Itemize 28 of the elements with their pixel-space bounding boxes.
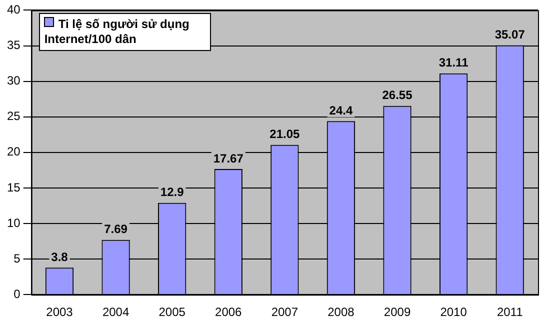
y-tick-label: 20 [6, 144, 21, 159]
x-tick-label: 2004 [102, 305, 130, 320]
x-tick-label: 2005 [158, 305, 186, 320]
data-label: 12.9 [160, 185, 184, 200]
data-label: 7.69 [104, 222, 128, 236]
y-tick-label: 10 [6, 216, 21, 230]
x-tick-label: 2008 [328, 305, 355, 320]
y-tick-label: 40 [6, 2, 21, 17]
data-label: 17.67 [213, 151, 244, 166]
x-tick-label: 2011 [496, 305, 524, 320]
data-label: 35.07 [494, 28, 526, 42]
x-tick-label: 2010 [440, 305, 468, 320]
data-label: 21.05 [270, 127, 300, 142]
y-tick-label: 25 [6, 109, 21, 124]
legend-label: Ti lệ số người sử dụng Internet/100 dân [44, 17, 190, 48]
y-tick-label: 0 [14, 286, 21, 301]
x-tick-label: 2006 [215, 305, 242, 320]
data-label: 24.4 [329, 103, 353, 118]
x-tick-label: 2007 [271, 305, 298, 320]
y-tick-label: 15 [6, 180, 21, 194]
data-label: 31.11 [438, 56, 469, 70]
y-tick-label: 30 [6, 74, 21, 88]
x-tick-label: 2009 [384, 305, 411, 320]
data-label: 26.55 [382, 88, 413, 102]
x-tick-label: 2003 [46, 305, 74, 320]
y-tick-label: 35 [6, 38, 21, 52]
data-label: 3.8 [51, 250, 68, 264]
y-tick-label: 5 [14, 251, 21, 266]
